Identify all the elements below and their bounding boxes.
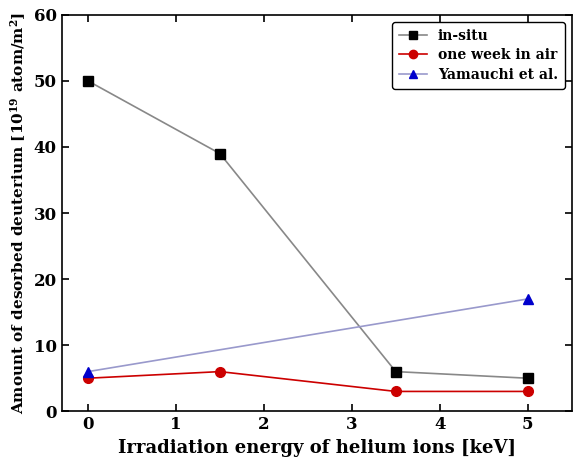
X-axis label: Irradiation energy of helium ions [keV]: Irradiation energy of helium ions [keV] [118,438,516,457]
Legend: in-situ, one week in air, Yamauchi et al.: in-situ, one week in air, Yamauchi et al… [392,22,565,89]
Y-axis label: Amount of desorbed deuterium [$\mathregular{10^{19}}$ atom/m$\mathregular{^2}$]: Amount of desorbed deuterium [$\mathregu… [8,12,28,414]
